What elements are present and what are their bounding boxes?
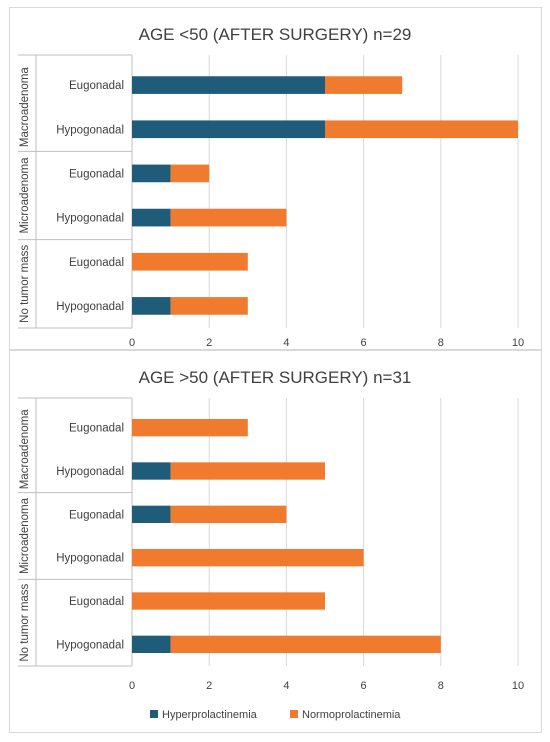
group-label: Microadenoma <box>19 497 31 574</box>
chart-title: AGE >50 (AFTER SURGERY) n=31 <box>139 368 412 387</box>
row-label: Eugonadal <box>69 168 124 180</box>
chart-panel-age-over-50: AGE >50 (AFTER SURGERY) n=31 0 2 4 6 8 10 Macro… <box>9 350 542 733</box>
legend-swatch <box>150 710 158 718</box>
bar-normoprolactinemia-5 <box>170 297 248 315</box>
bar-normoprolactinemia-0 <box>132 419 248 437</box>
x-tick-label: 6 <box>361 680 367 692</box>
row-label: Hypogonadal <box>56 466 124 478</box>
x-tick-label: 4 <box>283 680 289 692</box>
x-tick-label: 8 <box>438 680 444 692</box>
chart-age-over-50: AGE >50 (AFTER SURGERY) n=31 0 2 4 6 8 10 Macro… <box>18 368 524 721</box>
x-tick-label: 4 <box>283 337 289 349</box>
bar-normoprolactinemia-5 <box>170 635 441 653</box>
row-label: Eugonadal <box>69 596 124 608</box>
x-tick-label: 10 <box>512 337 524 349</box>
x-tick-label: 8 <box>438 337 444 349</box>
bar-hyperprolactinemia-1 <box>132 462 171 480</box>
bar-normoprolactinemia-3 <box>170 208 287 227</box>
bar-normoprolactinemia-2 <box>170 164 210 183</box>
group-label: No tumor mass <box>19 583 31 661</box>
row-label: Hypogonadal <box>56 124 124 136</box>
bar-normoprolactinemia-1 <box>325 120 518 139</box>
legend-swatch <box>290 710 298 718</box>
chart-panel-age-under-50: AGE <50 (AFTER SURGERY) n=29 0 2 4 6 8 10 Macro… <box>9 7 542 350</box>
bar-normoprolactinemia-4 <box>132 252 248 271</box>
row-label: Hypogonadal <box>56 553 124 565</box>
chart-title: AGE <50 (AFTER SURGERY) n=29 <box>139 25 412 44</box>
x-tick-label: 10 <box>512 680 524 692</box>
group-label: Macroadenoma <box>19 409 31 490</box>
bar-normoprolactinemia-1 <box>170 462 325 480</box>
bar-hyperprolactinemia-0 <box>132 76 325 94</box>
group-label: Microadenoma <box>19 157 31 234</box>
bar-hyperprolactinemia-2 <box>132 164 171 183</box>
x-tick-label: 6 <box>361 337 367 349</box>
x-tick-label: 2 <box>206 680 212 692</box>
chart-age-under-50: AGE <50 (AFTER SURGERY) n=29 0 2 4 6 8 10 Macro… <box>18 25 524 349</box>
x-tick-label: 2 <box>206 337 212 349</box>
bar-hyperprolactinemia-2 <box>132 505 171 523</box>
x-tick-label: 0 <box>129 680 135 692</box>
bar-normoprolactinemia-3 <box>132 549 364 567</box>
row-label: Eugonadal <box>69 509 124 521</box>
row-label: Hypogonadal <box>56 301 124 313</box>
group-label: Macroadenoma <box>19 67 31 148</box>
bar-hyperprolactinemia-3 <box>132 208 171 227</box>
row-label: Eugonadal <box>69 423 124 435</box>
bar-normoprolactinemia-2 <box>170 505 287 523</box>
bar-hyperprolactinemia-5 <box>132 297 171 315</box>
legend-label: Normoprolactinemia <box>302 709 401 721</box>
bar-normoprolactinemia-0 <box>325 76 403 94</box>
row-label: Hypogonadal <box>56 213 124 225</box>
bar-normoprolactinemia-4 <box>132 592 325 610</box>
bar-hyperprolactinemia-1 <box>132 120 325 139</box>
legend-label: Hyperprolactinemia <box>162 709 258 721</box>
bar-hyperprolactinemia-5 <box>132 635 171 653</box>
row-label: Eugonadal <box>69 80 124 92</box>
row-label: Eugonadal <box>69 257 124 269</box>
row-label: Hypogonadal <box>56 639 124 651</box>
x-tick-label: 0 <box>129 337 135 349</box>
group-label: No tumor mass <box>19 245 31 323</box>
